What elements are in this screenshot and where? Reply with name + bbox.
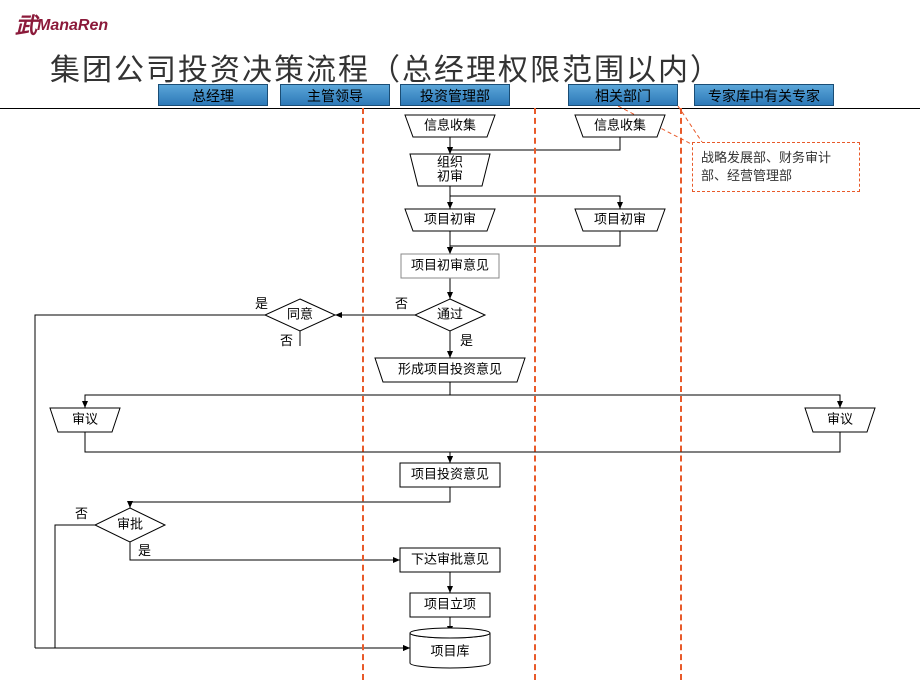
node-info2: 信息收集 <box>575 115 665 137</box>
node-pass: 通过 <box>415 299 485 331</box>
svg-text:审议: 审议 <box>72 411 98 426</box>
node-chushen2: 项目初审 <box>575 209 665 231</box>
svg-text:是: 是 <box>255 296 268 311</box>
svg-text:下达审批意见: 下达审批意见 <box>411 551 489 566</box>
swimlane-divider <box>680 108 682 680</box>
node-opinion1: 项目初审意见 <box>401 254 499 278</box>
svg-text:项目初审: 项目初审 <box>594 211 646 226</box>
node-chushen1: 项目初审 <box>405 209 495 231</box>
svg-text:项目初审意见: 项目初审意见 <box>411 257 489 272</box>
swimlane-header-lane2: 主管领导 <box>280 84 390 106</box>
node-xmk: 项目库 <box>410 628 490 668</box>
svg-text:审议: 审议 <box>827 411 853 426</box>
svg-text:否: 否 <box>395 296 408 311</box>
svg-text:形成项目投资意见: 形成项目投资意见 <box>398 361 502 376</box>
node-shenyi2: 审议 <box>805 408 875 432</box>
node-lixiang: 项目立项 <box>410 593 490 617</box>
swimlane-divider <box>534 108 536 680</box>
swimlane-header-lane5: 专家库中有关专家 <box>694 84 834 106</box>
svg-text:同意: 同意 <box>287 306 313 321</box>
svg-text:审批: 审批 <box>117 516 143 531</box>
svg-text:项目投资意见: 项目投资意见 <box>411 466 489 481</box>
swimlane-divider <box>362 108 364 680</box>
node-agree: 同意 <box>265 299 335 331</box>
swimlane-header-lane3: 投资管理部 <box>400 84 510 106</box>
node-shenpi: 审批 <box>95 508 165 542</box>
svg-text:组织: 组织 <box>437 154 463 169</box>
swimlane-header-lane1: 总经理 <box>158 84 268 106</box>
annotation-departments: 战略发展部、财务审计部、经营管理部 <box>692 142 860 192</box>
svg-text:项目初审: 项目初审 <box>424 211 476 226</box>
svg-text:通过: 通过 <box>437 306 463 321</box>
swimlane-header-lane4: 相关部门 <box>568 84 678 106</box>
node-info1: 信息收集 <box>405 115 495 137</box>
node-form: 形成项目投资意见 <box>375 358 525 382</box>
svg-text:项目立项: 项目立项 <box>424 596 476 611</box>
svg-text:否: 否 <box>280 333 293 348</box>
node-tzopinion: 项目投资意见 <box>400 463 500 487</box>
svg-text:信息收集: 信息收集 <box>424 117 476 132</box>
node-org: 组织初审 <box>410 154 490 186</box>
svg-text:是: 是 <box>460 333 473 348</box>
svg-text:初审: 初审 <box>437 168 463 183</box>
node-shenyi1: 审议 <box>50 408 120 432</box>
svg-text:项目库: 项目库 <box>430 643 469 658</box>
svg-text:否: 否 <box>75 506 88 521</box>
svg-text:信息收集: 信息收集 <box>594 117 646 132</box>
svg-text:是: 是 <box>138 543 151 558</box>
node-xiada: 下达审批意见 <box>400 548 500 572</box>
